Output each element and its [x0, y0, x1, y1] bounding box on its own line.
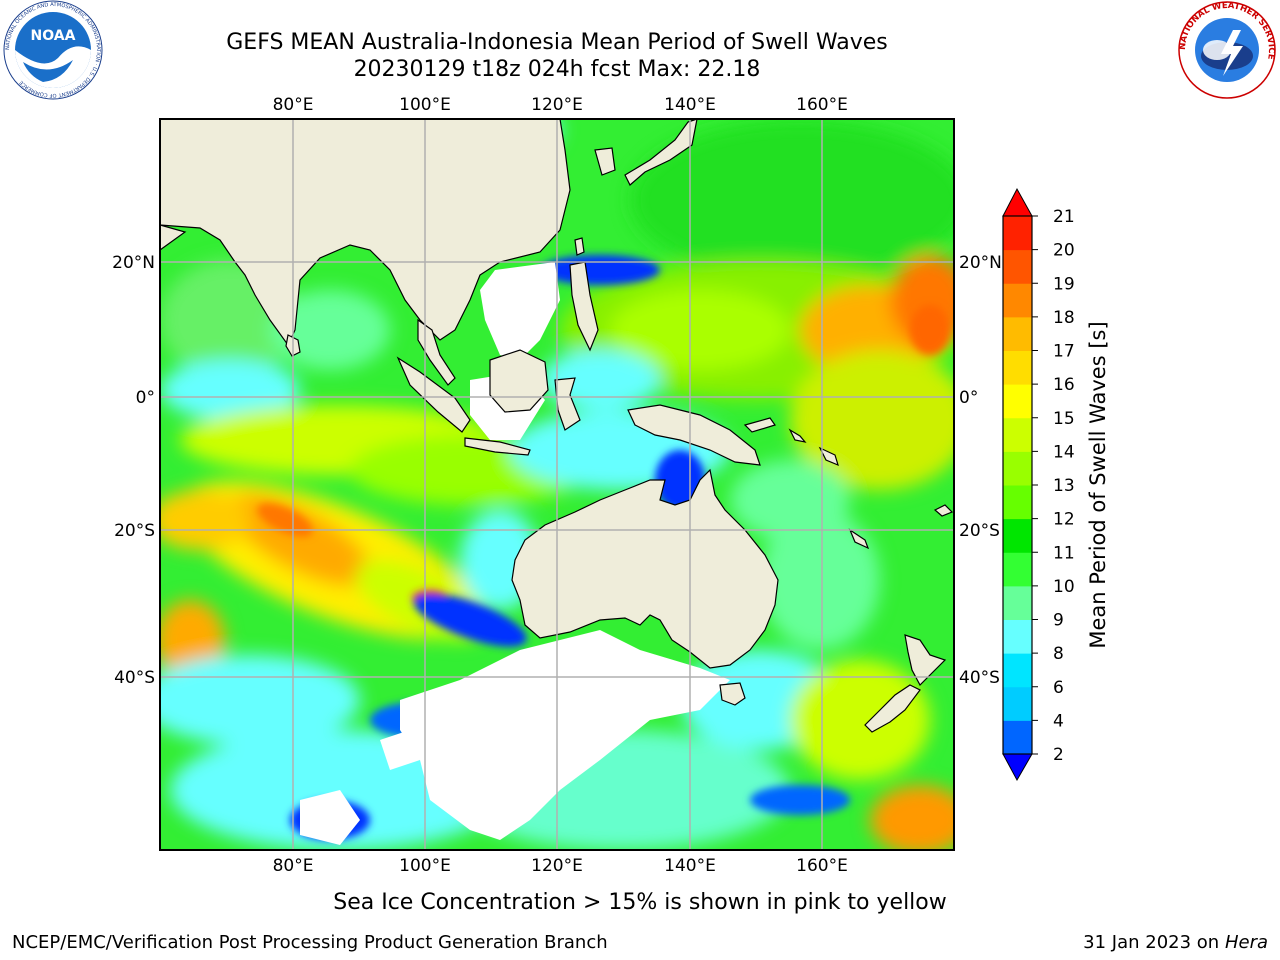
- lat-label-right-40s: 40°S: [959, 668, 1000, 688]
- colorbar-tick-label: 15: [1053, 409, 1075, 429]
- noaa-logo-text: NOAA: [31, 28, 76, 44]
- colorbar-segment: [1003, 417, 1032, 452]
- colorbar-segment: [1003, 485, 1032, 520]
- colorbar-segment: [1003, 720, 1032, 755]
- colorbar-tick-label: 13: [1053, 476, 1075, 496]
- lon-label-top-160e: 160°E: [796, 95, 848, 115]
- lon-label-top-80e: 80°E: [273, 95, 314, 115]
- colorbar-tick-label: 12: [1053, 510, 1075, 530]
- colorbar-segment: [1003, 316, 1032, 351]
- lon-label-top-100e: 100°E: [399, 95, 451, 115]
- colorbar-segment: [1003, 653, 1032, 688]
- lon-label-bottom-120e: 120°E: [531, 856, 583, 876]
- colorbar-segment: [1003, 384, 1032, 419]
- colorbar-segment: [1003, 585, 1032, 620]
- lat-label-right-0: 0°: [959, 388, 978, 408]
- colorbar-tick-label: 2: [1053, 745, 1064, 765]
- colorbar-tick-label: 14: [1053, 442, 1075, 462]
- colorbar-tick-label: 10: [1053, 577, 1075, 597]
- colorbar-segment: [1003, 552, 1032, 587]
- colorbar-tick-label: 11: [1053, 543, 1075, 563]
- colorbar-label: Mean Period of Swell Waves [s]: [1086, 321, 1110, 648]
- map-field: [160, 119, 954, 850]
- map-title: GEFS MEAN Australia-Indonesia Mean Perio…: [226, 30, 888, 55]
- colorbar-tick-label: 6: [1053, 678, 1064, 698]
- lon-label-bottom-140e: 140°E: [664, 856, 716, 876]
- lat-label-left-40s: 40°S: [114, 668, 155, 688]
- colorbar-tick-label: 4: [1053, 711, 1064, 731]
- lat-label-left-20n: 20°N: [112, 253, 155, 273]
- date-text: 31 Jan 2023 on Hera: [1083, 932, 1268, 953]
- lat-label-right-20s: 20°S: [959, 521, 1000, 541]
- lon-label-bottom-160e: 160°E: [796, 856, 848, 876]
- colorbar-frame: [1002, 215, 1033, 755]
- machine-name: Hera: [1224, 932, 1268, 953]
- lat-label-right-20n: 20°N: [959, 253, 1002, 273]
- colorbar-tick-label: 17: [1053, 342, 1075, 362]
- colorbar-segment: [1003, 283, 1032, 318]
- sea-ice-note: Sea Ice Concentration > 15% is shown in …: [333, 890, 947, 915]
- lon-label-top-140e: 140°E: [664, 95, 716, 115]
- noaa-logo: NOAA NATIONAL OCEANIC AND ATMOSPHERIC AD…: [3, 0, 103, 100]
- map-subtitle: 20230129 t18z 024h fcst Max: 22.18: [353, 57, 761, 82]
- colorbar-segment: [1003, 686, 1032, 721]
- lon-label-bottom-80e: 80°E: [273, 856, 314, 876]
- colorbar-tick-label: 18: [1053, 308, 1075, 328]
- date-value: 31 Jan 2023 on: [1083, 932, 1220, 953]
- map-frame: [159, 118, 955, 851]
- colorbar-tick-label: 21: [1053, 207, 1075, 227]
- colorbar-segment: [1003, 249, 1032, 284]
- map-grid: [160, 119, 954, 850]
- lon-label-top-120e: 120°E: [531, 95, 583, 115]
- masked-regions: [300, 262, 730, 845]
- colorbar-under-arrow: [1002, 753, 1033, 782]
- colorbar-over-arrow: [1002, 187, 1033, 217]
- land-masses: [160, 119, 954, 733]
- colorbar-segment: [1003, 216, 1032, 251]
- colorbar-segment: [1003, 518, 1032, 553]
- colorbar-segment: [1003, 619, 1032, 654]
- credit-text: NCEP/EMC/Verification Post Processing Pr…: [12, 932, 608, 953]
- colorbar-segment: [1003, 451, 1032, 486]
- nws-logo: NATIONAL WEATHER SERVICE: [1178, 1, 1276, 99]
- colorbar-tick-label: 16: [1053, 375, 1075, 395]
- colorbar-tick-label: 9: [1053, 611, 1064, 631]
- colorbar-segment: [1003, 350, 1032, 385]
- lat-label-left-20s: 20°S: [114, 521, 155, 541]
- colorbar-tick-label: 8: [1053, 644, 1064, 664]
- lat-label-left-0: 0°: [136, 388, 155, 408]
- colorbar-tick-label: 20: [1053, 241, 1075, 261]
- colorbar-tick-label: 19: [1053, 274, 1075, 294]
- lon-label-bottom-100e: 100°E: [399, 856, 451, 876]
